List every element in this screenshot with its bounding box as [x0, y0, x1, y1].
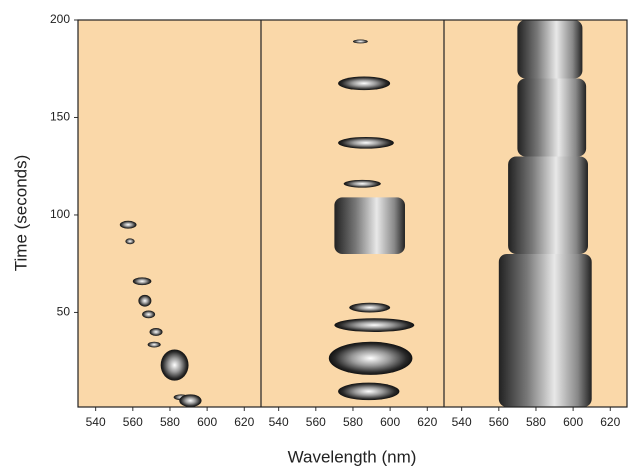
- spot: [328, 341, 413, 375]
- x-tick-label: 600: [563, 415, 583, 429]
- x-tick-label: 620: [417, 415, 437, 429]
- spot: [334, 197, 405, 254]
- y-tick-label: 150: [50, 110, 70, 124]
- y-axis-label: Time (seconds): [11, 155, 30, 272]
- x-tick-label: 540: [269, 415, 289, 429]
- x-tick-label: 580: [343, 415, 363, 429]
- spot: [338, 76, 391, 91]
- plot-area: [119, 20, 592, 407]
- spot: [132, 277, 152, 286]
- plot-frame: [77, 19, 628, 408]
- spot: [349, 302, 391, 313]
- spot: [334, 318, 415, 332]
- y-tick-label: 100: [50, 207, 70, 221]
- x-tick-label: 560: [306, 415, 326, 429]
- x-tick-label: 560: [123, 415, 143, 429]
- spot: [338, 382, 400, 401]
- x-tick-label: 580: [160, 415, 180, 429]
- spot: [508, 156, 588, 254]
- spot: [338, 136, 394, 149]
- spot: [147, 341, 161, 348]
- x-tick-label: 620: [234, 415, 254, 429]
- x-tick-label: 620: [600, 415, 620, 429]
- spot: [517, 78, 587, 157]
- x-tick-label: 600: [197, 415, 217, 429]
- spot: [517, 20, 583, 79]
- x-tick-label: 540: [452, 415, 472, 429]
- spot: [343, 179, 381, 188]
- spot: [498, 253, 592, 407]
- x-tick-label: 600: [380, 415, 400, 429]
- x-tick-label: 580: [526, 415, 546, 429]
- spot: [149, 328, 163, 336]
- spot: [352, 39, 368, 44]
- x-axis-label: Wavelength (nm): [288, 447, 417, 466]
- x-tick-label: 540: [86, 415, 106, 429]
- spot: [160, 349, 189, 381]
- y-tick-label: 200: [50, 12, 70, 26]
- spot: [179, 394, 202, 407]
- spot: [138, 294, 152, 307]
- spot: [119, 220, 137, 229]
- spot: [125, 238, 135, 245]
- spot: [142, 310, 156, 319]
- x-tick-label: 560: [489, 415, 509, 429]
- y-tick-label: 50: [57, 305, 71, 319]
